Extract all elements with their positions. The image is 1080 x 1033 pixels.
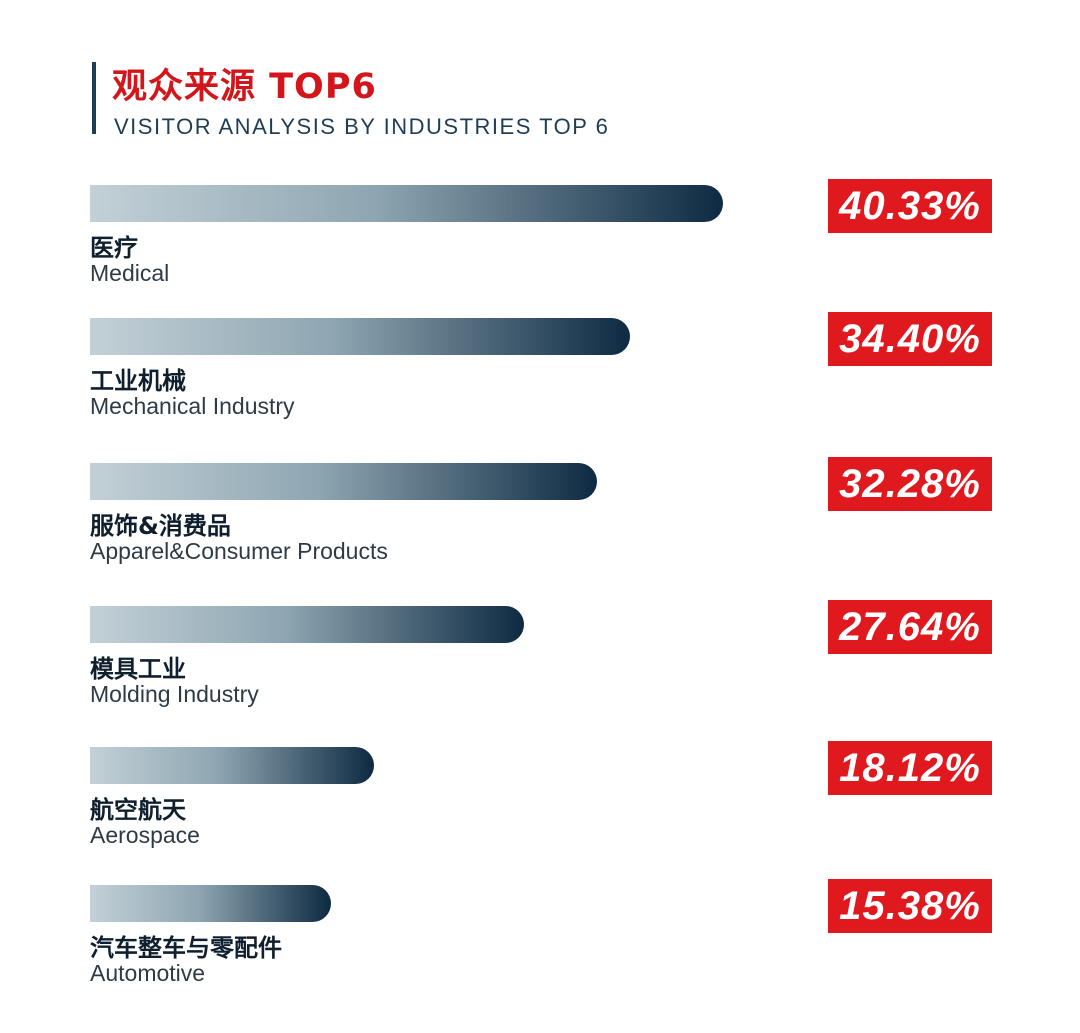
category-label: 模具工业 [90,655,186,683]
header-accent-bar [92,62,96,134]
category-label: 航空航天 [90,796,186,824]
percentage-badge: 34.40% [828,312,992,366]
percentage-badge: 27.64% [828,600,992,654]
percentage-badge: 18.12% [828,741,992,795]
category-label: 医疗 [90,234,138,262]
bar [90,747,375,784]
category-label: 工业机械 [90,367,186,395]
chart-subtitle: VISITOR ANALYSIS BY INDUSTRIES TOP 6 [114,114,610,139]
bar-row: 模具工业 Molding Industry 27.64% [90,600,1000,716]
bar [90,463,597,500]
bar [90,885,332,922]
bar [90,185,723,222]
percentage-badge: 40.33% [828,179,992,233]
chart-title: 观众来源 TOP6 [112,67,377,107]
category-label-en: Automotive [90,960,206,986]
category-label: 服饰&消费品 [90,512,231,540]
percentage-badge: 32.28% [828,457,992,511]
category-label-en: Molding Industry [90,681,259,707]
bar-row: 汽车整车与零配件 Automotive 15.38% [90,879,1000,995]
category-label-en: Apparel&Consumer Products [90,538,388,564]
bar-row: 服饰&消费品 Apparel&Consumer Products 32.28% [90,457,1000,573]
bar [90,606,524,643]
category-label-en: Aerospace [90,822,200,848]
bar-row: 医疗 Medical 40.33% [90,179,1000,295]
bar [90,318,630,355]
bar-row: 航空航天 Aerospace 18.12% [90,741,1000,857]
category-label-en: Mechanical Industry [90,393,295,419]
percentage-badge: 15.38% [828,879,992,933]
category-label-en: Medical [90,260,170,286]
category-label: 汽车整车与零配件 [90,934,282,962]
bar-row: 工业机械 Mechanical Industry 34.40% [90,312,1000,428]
